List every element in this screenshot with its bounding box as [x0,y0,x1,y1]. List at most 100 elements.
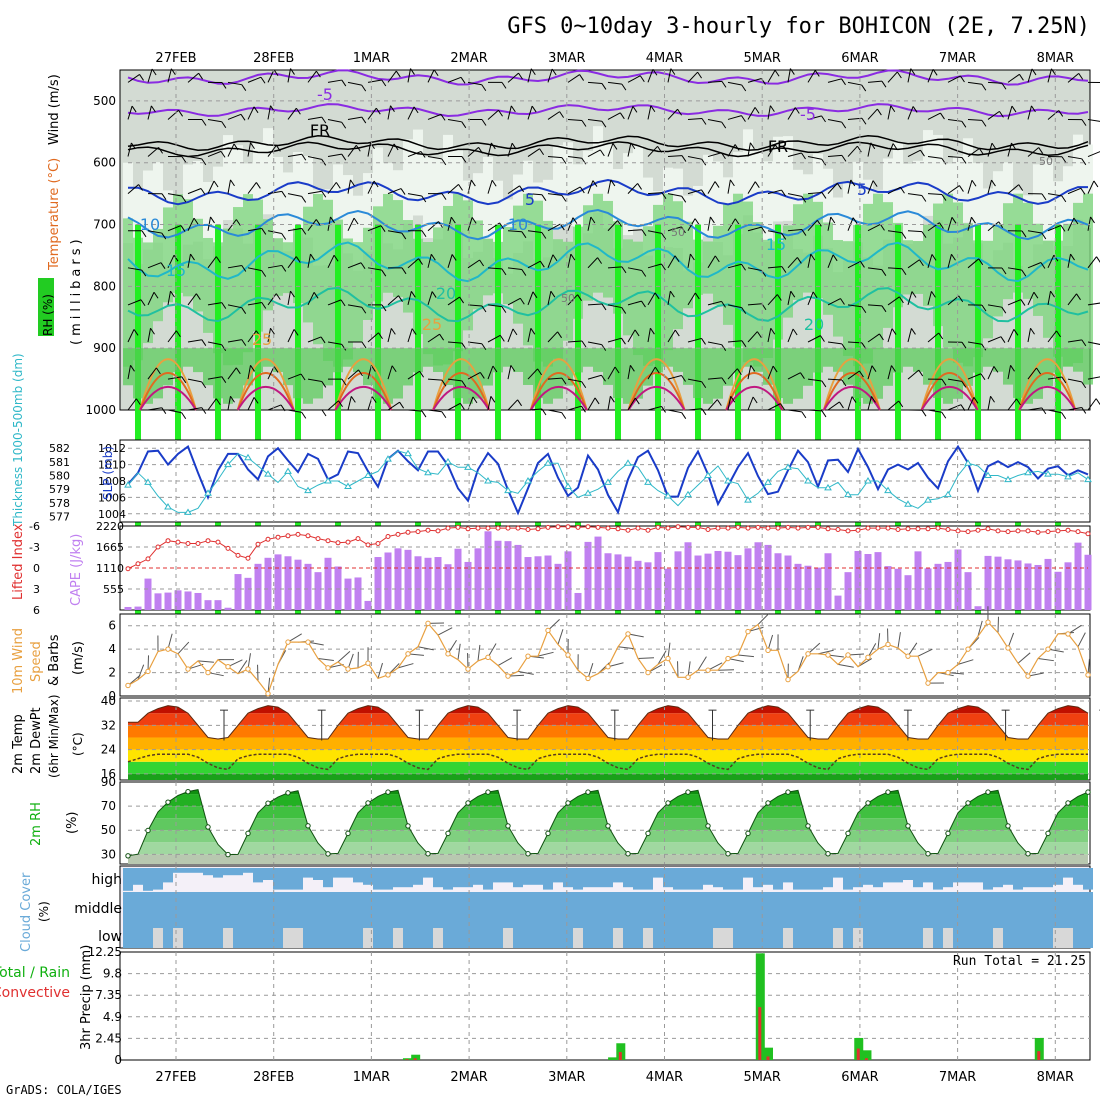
cloud-high-bar [403,868,413,888]
lifted-index-marker [345,539,351,545]
rh-boundary-layer [883,348,893,386]
cloud-bar [563,892,573,920]
thickness-slp-series [124,444,1092,516]
lifted-index-marker [815,524,821,530]
precip-convective-bar [618,1052,622,1060]
cape-bar [1004,559,1012,610]
wind-barb [607,143,614,157]
wind-barb-flag [670,68,676,75]
wind-barb-flag [170,290,175,298]
wind-barb-flag [621,337,626,345]
rh-moist-region [1063,223,1073,367]
cloud-bar [1043,920,1053,948]
cloud-bar [253,892,263,920]
cloud-bar [683,920,693,948]
cloud-bar [1053,892,1063,920]
chart-title: GFS 0~10day 3-hourly for BOHICON (2E, 7.… [507,14,1090,39]
wind-barb-flag [780,403,785,410]
rh-saturated-region [655,224,661,643]
thickness-marker [1024,468,1032,476]
cape-bar [224,607,232,610]
thickness-marker [924,496,932,503]
wind-barb-flag [951,217,957,224]
wind-barb-flag [135,398,141,406]
wind-barb-flag [919,259,924,267]
wind-barb [707,341,722,346]
rh-boundary-layer [193,348,203,373]
wind-barb-flag [669,290,675,298]
rh-moist-region [203,237,213,333]
wind-barb [367,142,371,157]
rh-moist-region [233,207,243,365]
wind-barb-flag [601,83,607,90]
cloud-bar [1003,920,1013,948]
wind-barb-flag [391,365,397,372]
date-label-top: 5MAR [743,51,780,66]
contour-line [127,141,1089,158]
wind-barb-flag [836,182,842,190]
tick-label: 579 [49,483,70,496]
wind-barb [647,366,656,380]
surface-barb [1037,658,1054,662]
rh-dry-region [1053,181,1063,259]
cloud-bar [343,920,353,948]
wind-barb-flag [450,216,456,224]
wind-barb [727,115,742,120]
surface-barb [657,650,667,665]
wind-barb-flag [551,68,557,76]
cloud-bar [323,892,333,920]
wind-barb-flag [198,72,204,80]
wind-speed-marker [1005,645,1011,651]
rh-dry-region [953,155,963,238]
wind-barb-flag [541,194,547,201]
cloud-high-bar [913,868,923,888]
cloud-bar [543,892,553,920]
wind-barb [827,298,841,306]
wind-barb [947,404,962,411]
wind-barb-flag [1030,327,1035,335]
wind-barb-flag [961,157,967,164]
wind-barb [427,113,442,120]
lifted-index-marker [875,525,881,531]
cape-bar [764,544,772,610]
ylabel-rh: RH (%) [41,294,55,336]
cloud-bar [1063,892,1073,920]
lifted-index-marker [1055,528,1061,534]
rh-boundary-layer [723,348,733,386]
wind-barb-flag [201,119,207,126]
wind-barb-flag [790,290,796,298]
cloud-bar [843,920,853,948]
lifted-index-marker [975,527,981,533]
cloud-bar [773,920,783,948]
cloud-high-bar [653,868,663,878]
wind-barb [807,253,812,268]
wind-barb [927,193,943,196]
wind-barb-flag [709,216,715,224]
cloud-high-bar [923,868,933,883]
cloud-high-bar [563,868,573,888]
wind-barb [167,109,179,120]
wind-barb [887,186,901,195]
cloud-high-bar [503,868,513,883]
wind-barb [927,254,933,268]
wind-barb-flag [281,233,287,240]
wind-barb-flag [439,333,445,341]
surface-barb [757,612,770,625]
rh-marker [245,830,251,837]
lifted-index-marker [135,561,141,567]
rh-boundary-layer [633,348,643,399]
thickness-marker [1084,475,1092,483]
wind-barb-flag [512,328,518,336]
thickness-marker [564,482,572,489]
thickness-marker [344,482,352,489]
rh-boundary-layer [583,348,593,367]
cloud-bar [443,892,453,920]
tick-label: 32 [101,718,116,732]
wind-barb [927,156,942,159]
wind-speed-marker [365,660,371,666]
surface-barb [737,654,754,658]
tick-label: 582 [49,442,70,455]
cape-bar [294,559,302,610]
cloud-bar [143,920,153,948]
